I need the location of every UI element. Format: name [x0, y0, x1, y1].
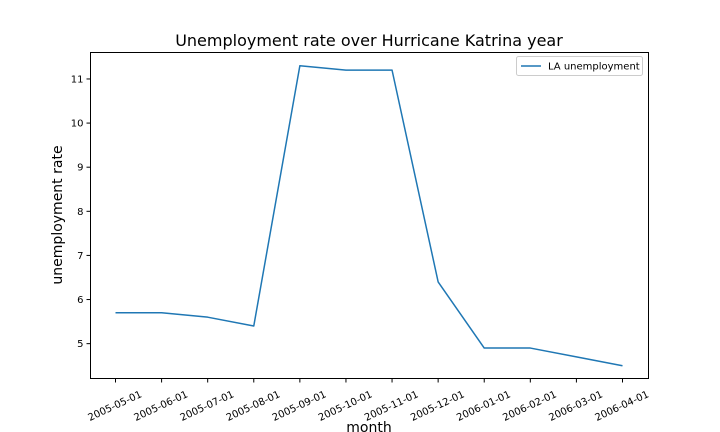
y-axis-label: unemployment rate [50, 145, 66, 284]
chart-title: Unemployment rate over Hurricane Katrina… [175, 31, 563, 50]
legend-label-la-unemployment: LA unemployment [548, 62, 640, 73]
series-line-la-unemployment [115, 64, 623, 367]
y-tick-label: 9 [77, 163, 83, 174]
y-tick-label: 10 [71, 119, 84, 130]
y-tick-label: 7 [77, 251, 83, 262]
y-axis-ticks: 5 6 7 8 9 10 11 [71, 74, 91, 350]
plot-area-frame [90, 52, 649, 379]
y-tick-label: 6 [77, 295, 83, 306]
y-tick-label: 11 [71, 74, 84, 85]
legend-box [516, 56, 643, 76]
y-tick-label: 8 [77, 207, 83, 218]
y-tick-label: 5 [77, 339, 83, 350]
series-layer [115, 64, 623, 367]
x-axis-label: month [346, 420, 391, 432]
legend: LA unemployment [516, 56, 643, 76]
